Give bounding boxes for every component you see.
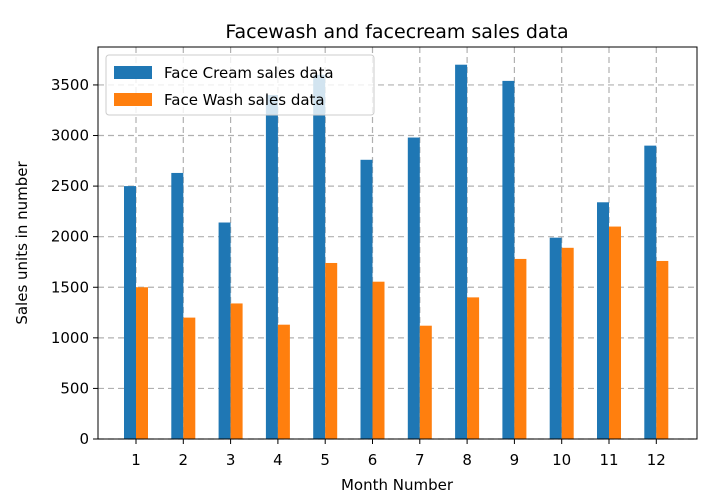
bar-face-wash-sales-data bbox=[656, 260, 669, 439]
x-axis-ticks: 1 2 3 4 5 6 7 8 9 10 11 12 bbox=[131, 439, 666, 469]
bar-face-wash-sales-data bbox=[325, 262, 338, 439]
x-axis-label: Month Number bbox=[341, 476, 454, 494]
y-tick-label: 1000 bbox=[51, 329, 89, 347]
bar-face-cream-sales-data bbox=[407, 137, 420, 439]
bar-face-cream-sales-data bbox=[265, 95, 278, 440]
x-tick-label: 11 bbox=[599, 451, 618, 469]
bar-face-cream-sales-data bbox=[171, 172, 184, 439]
x-tick-label: 6 bbox=[368, 451, 378, 469]
bar-face-cream-sales-data bbox=[549, 237, 562, 439]
y-tick-label: 3000 bbox=[51, 127, 89, 145]
y-tick-label: 2500 bbox=[51, 177, 89, 195]
legend-box bbox=[105, 54, 375, 116]
bars bbox=[124, 64, 669, 440]
bar-face-wash-sales-data bbox=[183, 317, 196, 439]
x-tick-label: 1 bbox=[131, 451, 141, 469]
bar-face-wash-sales-data bbox=[230, 303, 243, 439]
x-tick-label: 4 bbox=[273, 451, 283, 469]
y-tick-label: 0 bbox=[79, 430, 89, 448]
x-tick-label: 7 bbox=[415, 451, 425, 469]
legend-label-face-wash: Face Wash sales data bbox=[164, 91, 325, 109]
x-tick-label: 12 bbox=[647, 451, 666, 469]
bar-face-cream-sales-data bbox=[124, 186, 136, 439]
y-tick-label: 2000 bbox=[51, 228, 89, 246]
bar-face-cream-sales-data bbox=[455, 64, 468, 440]
y-tick-label: 3500 bbox=[51, 76, 89, 94]
bar-face-cream-sales-data bbox=[502, 80, 515, 439]
bar-face-wash-sales-data bbox=[419, 325, 432, 439]
x-tick-label: 2 bbox=[179, 451, 189, 469]
x-tick-label: 10 bbox=[552, 451, 571, 469]
bar-face-wash-sales-data bbox=[277, 324, 290, 439]
bar-face-wash-sales-data bbox=[467, 297, 480, 439]
bar-face-wash-sales-data bbox=[561, 247, 574, 439]
plot-area-frame bbox=[97, 46, 698, 440]
legend-label-face-cream: Face Cream sales data bbox=[164, 64, 334, 82]
bar-face-wash-sales-data bbox=[609, 226, 621, 439]
bar-face-cream-sales-data bbox=[360, 159, 373, 439]
legend: Face Cream sales data Face Wash sales da… bbox=[105, 54, 375, 116]
bar-face-cream-sales-data bbox=[218, 222, 231, 439]
bar-face-cream-sales-data bbox=[313, 74, 326, 440]
bar-face-cream-sales-data bbox=[597, 202, 609, 439]
bar-face-wash-sales-data bbox=[136, 287, 148, 439]
x-tick-label: 8 bbox=[462, 451, 472, 469]
x-tick-label: 5 bbox=[320, 451, 330, 469]
y-axis-ticks: 0 500 1000 1500 2000 2500 3000 3500 bbox=[51, 76, 98, 448]
bar-face-wash-sales-data bbox=[372, 281, 385, 439]
chart-title: Facewash and facecream sales data bbox=[225, 21, 568, 43]
legend-swatch-face-wash bbox=[114, 93, 152, 106]
x-tick-label: 9 bbox=[510, 451, 520, 469]
x-tick-label: 3 bbox=[226, 451, 236, 469]
bar-face-cream-sales-data bbox=[644, 145, 657, 439]
bar-face-wash-sales-data bbox=[514, 258, 527, 439]
legend-swatch-face-cream bbox=[114, 66, 152, 79]
y-tick-label: 1500 bbox=[51, 278, 89, 296]
y-tick-label: 500 bbox=[60, 379, 89, 397]
y-axis-label: Sales units in number bbox=[13, 161, 31, 325]
